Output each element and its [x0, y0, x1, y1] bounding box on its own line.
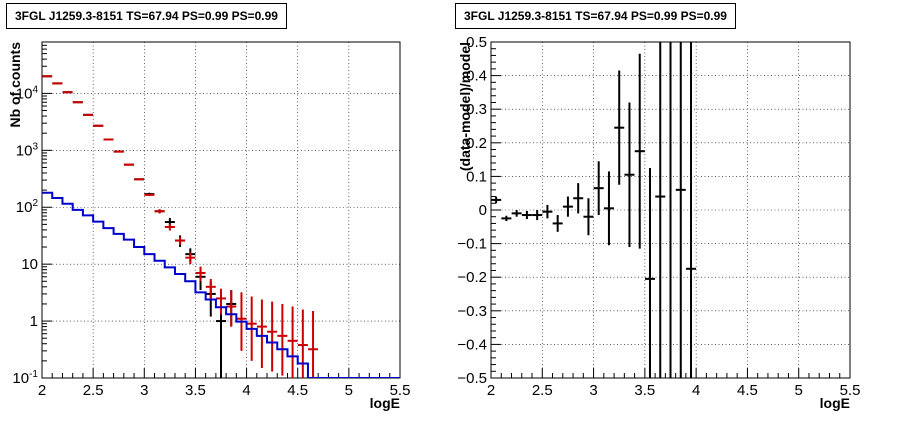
- y-tick-label: 0.4: [466, 68, 487, 85]
- x-axis-label: logE: [370, 395, 400, 411]
- y-tick-label: 10-1: [12, 369, 38, 387]
- y-tick-label-exponent: 4: [32, 84, 38, 95]
- x-tick-label: 2.5: [532, 382, 553, 399]
- x-tick-label: 4: [692, 382, 700, 399]
- x-tick-label: 5.5: [390, 382, 411, 399]
- x-tick-label: 3: [140, 382, 148, 399]
- y-tick-label: −0.1: [457, 236, 487, 253]
- x-tick-label: 5: [795, 382, 803, 399]
- y-tick-label-exponent: 3: [32, 141, 38, 152]
- x-axis-label: logE: [820, 395, 850, 411]
- x-tick-label: 4.5: [737, 382, 758, 399]
- x-tick-label: 3.5: [634, 382, 655, 399]
- y-tick-label: 0.2: [466, 135, 487, 152]
- y-tick-label: 0.5: [466, 34, 487, 51]
- y-tick-label: 102: [16, 198, 39, 216]
- x-tick-label: 2: [38, 382, 46, 399]
- y-tick-label-exponent: -1: [29, 369, 38, 380]
- x-tick-label: 5: [345, 382, 353, 399]
- x-tick-label: 2.5: [83, 382, 104, 399]
- series-layer: [491, 42, 697, 378]
- y-tick-label: −0.5: [457, 370, 487, 387]
- y-tick-label: 1: [30, 313, 38, 330]
- y-tick-label: 103: [16, 141, 39, 159]
- series-layer: [42, 75, 400, 378]
- y-tick-label-exponent: 2: [32, 198, 38, 209]
- x-tick-label: 5.5: [840, 382, 861, 399]
- y-tick-label-base: 10: [12, 370, 29, 387]
- y-tick-label: −0.4: [457, 336, 487, 353]
- y-tick-label-base: 10: [16, 199, 33, 216]
- model-step-line: [42, 191, 400, 378]
- y-tick-label: 0.1: [466, 168, 487, 185]
- residual-plot-title: 3FGL J1259.3-8151 TS=67.94 PS=0.99 PS=0.…: [455, 3, 736, 29]
- y-tick-label: 0: [479, 202, 487, 219]
- y-tick-label-base: 10: [16, 142, 33, 159]
- x-tick-label: 2: [487, 382, 495, 399]
- y-tick-label: 10: [21, 256, 38, 273]
- y-tick-label: −0.2: [457, 269, 487, 286]
- y-axis-label: (data-model)/model: [457, 42, 473, 171]
- y-tick-label: −0.3: [457, 303, 487, 320]
- y-tick-label: 104: [16, 84, 39, 102]
- x-tick-label: 3: [589, 382, 597, 399]
- x-tick-label: 4: [242, 382, 250, 399]
- y-tick-label-base: 10: [16, 85, 33, 102]
- counts-plot-title: 3FGL J1259.3-8151 TS=67.94 PS=0.99 PS=0.…: [6, 3, 287, 29]
- y-tick-label: 0.3: [466, 101, 487, 118]
- x-tick-label: 4.5: [287, 382, 308, 399]
- y-axis-label: Nb of counts: [7, 42, 23, 128]
- x-tick-label: 3.5: [185, 382, 206, 399]
